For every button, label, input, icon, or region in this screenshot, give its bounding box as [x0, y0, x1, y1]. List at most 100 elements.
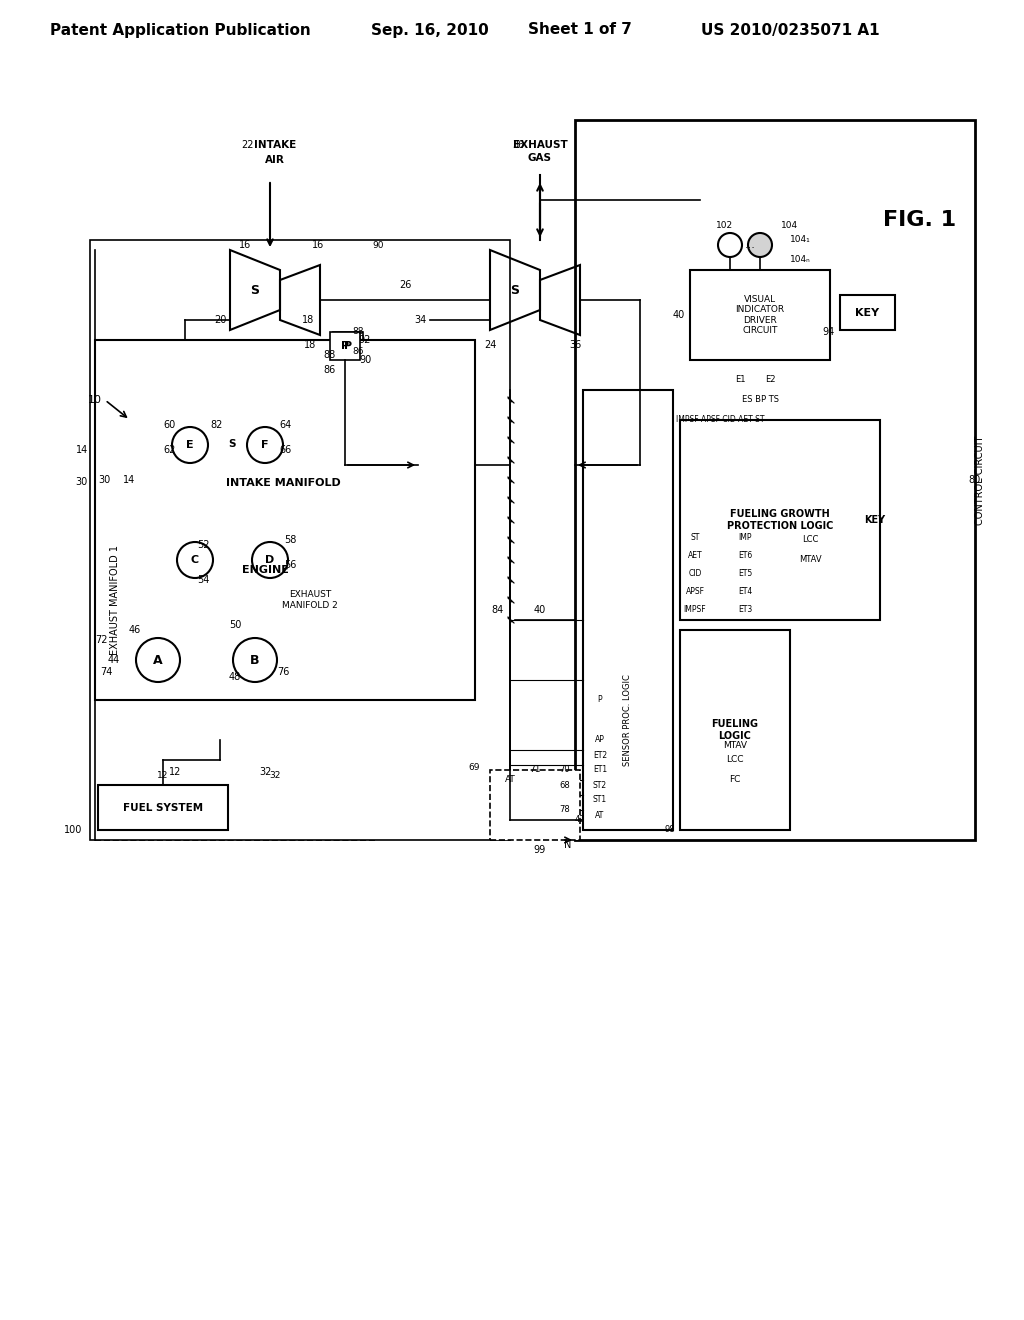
Text: LCC: LCC: [726, 755, 743, 764]
Text: 40: 40: [534, 605, 546, 615]
Text: 16: 16: [239, 240, 251, 249]
Bar: [690, 271, 830, 360]
Text: Sheet 1 of 7: Sheet 1 of 7: [528, 22, 632, 37]
Text: 36: 36: [569, 341, 582, 350]
Text: AT: AT: [505, 776, 515, 784]
Text: P: P: [598, 696, 602, 705]
Text: 42: 42: [574, 816, 585, 825]
Text: 88: 88: [324, 350, 336, 360]
Text: 100: 100: [63, 825, 82, 836]
Text: AIR: AIR: [265, 154, 285, 165]
Text: 52: 52: [198, 540, 210, 550]
Text: 70: 70: [559, 766, 570, 775]
Text: 80: 80: [968, 475, 980, 484]
Text: E: E: [186, 440, 194, 450]
Circle shape: [718, 234, 742, 257]
Text: 68: 68: [559, 780, 570, 789]
Text: 74: 74: [99, 667, 113, 677]
Text: S: S: [251, 284, 259, 297]
Text: ET4: ET4: [738, 587, 752, 597]
Bar: [95, 500, 375, 840]
Text: AT: AT: [595, 810, 604, 820]
Text: S: S: [228, 440, 236, 449]
Text: ES BP TS: ES BP TS: [741, 396, 778, 404]
Text: MTAV: MTAV: [723, 741, 746, 750]
Text: 14: 14: [123, 475, 135, 484]
Circle shape: [252, 543, 288, 578]
Bar: [95, 341, 475, 700]
Text: P: P: [341, 341, 349, 351]
Bar: [215, 550, 315, 590]
Text: P: P: [344, 341, 352, 351]
Bar: [90, 240, 510, 840]
Bar: [220, 433, 245, 455]
Text: LCC: LCC: [802, 536, 818, 544]
Text: 24: 24: [483, 341, 497, 350]
Circle shape: [233, 638, 278, 682]
Text: 48: 48: [229, 672, 241, 682]
Text: FUELING GROWTH
PROTECTION LOGIC: FUELING GROWTH PROTECTION LOGIC: [727, 510, 834, 531]
Text: EXHAUST: EXHAUST: [513, 140, 567, 150]
Text: EXHAUST MANIFOLD 1: EXHAUST MANIFOLD 1: [110, 545, 120, 655]
Text: IMPSF APSF CID AET ST: IMPSF APSF CID AET ST: [676, 416, 764, 425]
Text: ...: ...: [744, 240, 756, 249]
Text: ET6: ET6: [738, 552, 752, 561]
Text: ST1: ST1: [593, 796, 607, 804]
Bar: [330, 333, 360, 360]
Text: 66: 66: [279, 445, 291, 455]
Text: FUEL SYSTEM: FUEL SYSTEM: [123, 803, 203, 813]
Bar: [680, 630, 790, 830]
Text: C: C: [190, 554, 199, 565]
Text: 32: 32: [259, 767, 271, 777]
Text: 102: 102: [717, 220, 733, 230]
Text: 71: 71: [529, 766, 541, 775]
Text: 76: 76: [276, 667, 289, 677]
Text: ET1: ET1: [593, 766, 607, 775]
Text: 54: 54: [198, 576, 210, 585]
Text: 46: 46: [129, 624, 141, 635]
Text: 16: 16: [312, 240, 325, 249]
Text: US 2010/0235071 A1: US 2010/0235071 A1: [700, 22, 880, 37]
Bar: [575, 120, 975, 840]
Text: 14: 14: [76, 445, 88, 455]
Text: 86: 86: [324, 366, 336, 375]
Text: ET2: ET2: [593, 751, 607, 759]
Text: INTAKE: INTAKE: [254, 140, 296, 150]
Text: B: B: [250, 653, 260, 667]
Text: 30: 30: [98, 475, 111, 484]
Text: 12: 12: [158, 771, 169, 780]
Text: S: S: [511, 284, 519, 297]
Bar: [583, 389, 673, 830]
Text: INTAKE MANIFOLD: INTAKE MANIFOLD: [225, 478, 340, 488]
Text: ST: ST: [690, 533, 699, 543]
Text: 62: 62: [164, 445, 176, 455]
Text: F: F: [261, 440, 268, 450]
Text: E1: E1: [735, 375, 745, 384]
Text: 10: 10: [88, 395, 102, 405]
Text: SENSOR PROC. LOGIC: SENSOR PROC. LOGIC: [624, 675, 633, 766]
Text: 88: 88: [352, 327, 364, 337]
Text: VISUAL
INDICATOR
DRIVER
CIRCUIT: VISUAL INDICATOR DRIVER CIRCUIT: [735, 294, 784, 335]
Text: AP: AP: [595, 735, 605, 744]
Text: 36: 36: [512, 140, 524, 150]
Text: A: A: [154, 653, 163, 667]
Text: CID: CID: [688, 569, 701, 578]
Text: IMP: IMP: [738, 533, 752, 543]
Text: 32: 32: [269, 771, 281, 780]
Text: 99: 99: [534, 845, 546, 855]
Text: 78: 78: [559, 805, 570, 814]
Bar: [148, 465, 418, 500]
Text: ET5: ET5: [738, 569, 752, 578]
Text: 104: 104: [781, 220, 799, 230]
Text: FIG. 1: FIG. 1: [884, 210, 956, 230]
Bar: [98, 785, 228, 830]
Text: 40: 40: [673, 310, 685, 319]
Text: 94: 94: [822, 327, 835, 337]
Bar: [490, 770, 580, 840]
Text: ET3: ET3: [738, 606, 752, 615]
Text: APSF: APSF: [685, 587, 705, 597]
Text: ST2: ST2: [593, 780, 607, 789]
Text: 60: 60: [164, 420, 176, 430]
Text: 50: 50: [228, 620, 242, 630]
Text: N: N: [564, 840, 571, 850]
